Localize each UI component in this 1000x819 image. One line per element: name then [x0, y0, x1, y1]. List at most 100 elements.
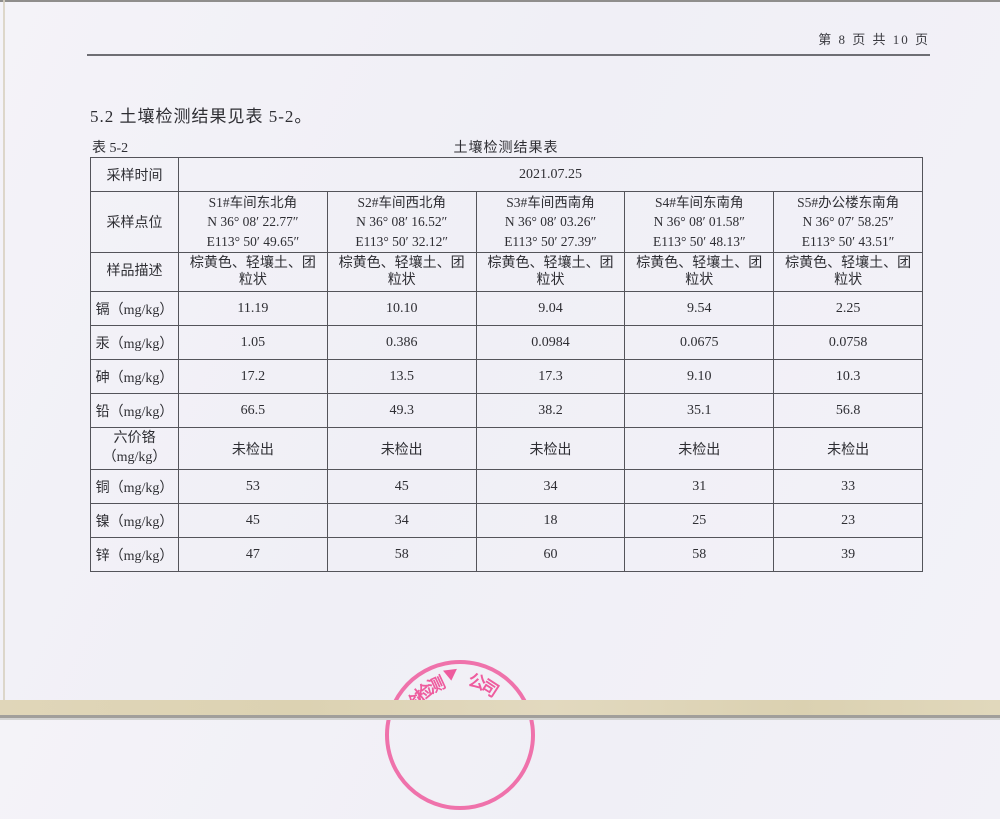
- scan-bottom-light: [0, 718, 1000, 720]
- row-label-lead: 铅（mg/kg）: [90, 393, 179, 428]
- point-name: S3#车间西南角: [506, 195, 595, 211]
- value-cell: 66.5: [178, 393, 328, 428]
- scan-top-edge: [0, 0, 1000, 2]
- row-label-mercury: 汞（mg/kg）: [90, 325, 179, 360]
- row-label-arsenic: 砷（mg/kg）: [90, 359, 179, 394]
- value-cell: 35.1: [624, 393, 775, 428]
- sampling-time-value: 2021.07.25: [177, 157, 924, 192]
- value-cell: 1.05: [178, 325, 328, 360]
- value-cell: 未检出: [178, 427, 328, 470]
- point-lon: E113° 50′ 49.65″: [206, 233, 300, 249]
- value-cell: 9.04: [475, 291, 626, 326]
- value-cell: 34: [475, 469, 626, 504]
- row-zinc: 锌（mg/kg） 47 58 60 58 39: [90, 537, 924, 572]
- row-lead: 铅（mg/kg） 66.5 49.3 38.2 35.1 56.8: [90, 393, 924, 428]
- row-nickel: 镍（mg/kg） 45 34 18 25 23: [90, 503, 924, 538]
- value-cell: 0.386: [326, 325, 477, 360]
- value-cell: 58: [326, 537, 477, 572]
- section-title: 5.2 土壤检测结果见表 5-2。: [90, 107, 313, 126]
- scan-bottom-edge: [0, 700, 1000, 715]
- value-cell: 60: [475, 537, 626, 572]
- stamp-circle: [376, 651, 544, 819]
- value-cell: 47: [178, 537, 328, 572]
- row-sampling-points: 采样点位 S1#车间东北角 N 36° 08′ 22.77″ E113° 50′…: [90, 191, 924, 253]
- row-label-copper: 铜（mg/kg）: [90, 469, 179, 504]
- soil-results-table: 采样时间 2021.07.25 采样点位 S1#车间东北角 N 36° 08′ …: [90, 157, 924, 572]
- header-rule: [87, 54, 930, 56]
- value-cell: 33: [773, 469, 924, 504]
- point-name: S2#车间西北角: [357, 195, 446, 211]
- scan-left-edge: [3, 0, 5, 720]
- row-arsenic: 砷（mg/kg） 17.2 13.5 17.3 9.10 10.3: [90, 359, 924, 394]
- row-hexavalent-chromium: 六价铬 （mg/kg） 未检出 未检出 未检出 未检出 未检出: [90, 427, 924, 470]
- point-lat: N 36° 07′ 58.25″: [802, 214, 894, 230]
- value-cell: 11.19: [178, 291, 328, 326]
- value-cell: 0.0758: [773, 325, 924, 360]
- point-name: S5#办公楼东南角: [797, 195, 900, 211]
- row-label-sampling-points: 采样点位: [90, 191, 179, 253]
- sampling-point-s1: S1#车间东北角 N 36° 08′ 22.77″ E113° 50′ 49.6…: [178, 191, 328, 253]
- table-label: 表 5-2: [92, 141, 129, 156]
- value-cell: 39: [773, 537, 924, 572]
- value-cell: 53: [178, 469, 328, 504]
- point-lon: E113° 50′ 27.39″: [504, 233, 597, 249]
- value-cell: 未检出: [475, 427, 626, 470]
- sampling-point-s4: S4#车间东南角 N 36° 08′ 01.58″ E113° 50′ 48.1…: [624, 191, 775, 253]
- row-label-hexavalent-chromium: 六价铬 （mg/kg）: [90, 427, 179, 470]
- point-lon: E113° 50′ 48.13″: [652, 233, 746, 249]
- point-lon: E113° 50′ 43.51″: [801, 233, 895, 249]
- value-cell: 未检出: [773, 427, 924, 470]
- value-cell: 9.54: [624, 291, 775, 326]
- row-mercury: 汞（mg/kg） 1.05 0.386 0.0984 0.0675 0.0758: [90, 325, 924, 360]
- red-stamp: 验 检 测 公 司: [376, 651, 544, 819]
- point-lat: N 36° 08′ 01.58″: [653, 214, 745, 230]
- value-cell: 45: [326, 469, 477, 504]
- label-line1: 六价铬: [113, 430, 156, 446]
- row-label-cadmium: 镉（mg/kg）: [90, 291, 179, 326]
- point-name: S4#车间东南角: [655, 195, 744, 211]
- value-cell: 17.2: [178, 359, 328, 394]
- row-sample-description: 样品描述 棕黄色、轻壤土、团粒状 棕黄色、轻壤土、团粒状 棕黄色、轻壤土、团粒状…: [90, 252, 924, 292]
- row-label-zinc: 锌（mg/kg）: [90, 537, 179, 572]
- sampling-point-s3: S3#车间西南角 N 36° 08′ 03.26″ E113° 50′ 27.3…: [475, 191, 626, 253]
- value-cell: 2.25: [773, 291, 924, 326]
- point-lat: N 36° 08′ 03.26″: [504, 214, 597, 230]
- row-cadmium: 镉（mg/kg） 11.19 10.10 9.04 9.54 2.25: [90, 291, 924, 326]
- point-lat: N 36° 08′ 22.77″: [207, 214, 299, 230]
- value-cell: 17.3: [475, 359, 626, 394]
- description-cell: 棕黄色、轻壤土、团粒状: [178, 252, 328, 292]
- sampling-point-s2: S2#车间西北角 N 36° 08′ 16.52″ E113° 50′ 32.1…: [326, 191, 477, 253]
- description-cell: 棕黄色、轻壤土、团粒状: [326, 252, 477, 292]
- row-sampling-time: 采样时间 2021.07.25: [90, 157, 924, 192]
- table-title: 土壤检测结果表: [453, 141, 559, 156]
- value-cell: 18: [475, 503, 626, 538]
- sampling-point-s5: S5#办公楼东南角 N 36° 07′ 58.25″ E113° 50′ 43.…: [773, 191, 924, 253]
- page-number: 第 8 页 共 10 页: [818, 32, 930, 47]
- value-cell: 0.0675: [624, 325, 775, 360]
- value-cell: 10.3: [773, 359, 924, 394]
- label-line2: （mg/kg）: [102, 449, 167, 465]
- row-label-sampling-time: 采样时间: [90, 157, 179, 192]
- point-name: S1#车间东北角: [208, 195, 298, 211]
- value-cell: 未检出: [326, 427, 477, 470]
- value-cell: 9.10: [624, 359, 775, 394]
- description-cell: 棕黄色、轻壤土、团粒状: [624, 252, 775, 292]
- value-cell: 58: [624, 537, 775, 572]
- value-cell: 38.2: [475, 393, 626, 428]
- point-lon: E113° 50′ 32.12″: [355, 233, 448, 249]
- value-cell: 56.8: [773, 393, 924, 428]
- row-copper: 铜（mg/kg） 53 45 34 31 33: [90, 469, 924, 504]
- value-cell: 0.0984: [475, 325, 626, 360]
- value-cell: 31: [624, 469, 775, 504]
- table-caption-row: 土壤检测结果表 表 5-2: [90, 137, 922, 157]
- value-cell: 10.10: [326, 291, 477, 326]
- value-cell: 49.3: [326, 393, 477, 428]
- row-label-sample-description: 样品描述: [90, 252, 179, 292]
- value-cell: 34: [326, 503, 477, 538]
- stamp-star-icon: [443, 668, 459, 682]
- value-cell: 45: [178, 503, 328, 538]
- row-label-nickel: 镍（mg/kg）: [90, 503, 179, 538]
- description-cell: 棕黄色、轻壤土、团粒状: [475, 252, 626, 292]
- value-cell: 13.5: [326, 359, 477, 394]
- description-cell: 棕黄色、轻壤土、团粒状: [773, 252, 924, 292]
